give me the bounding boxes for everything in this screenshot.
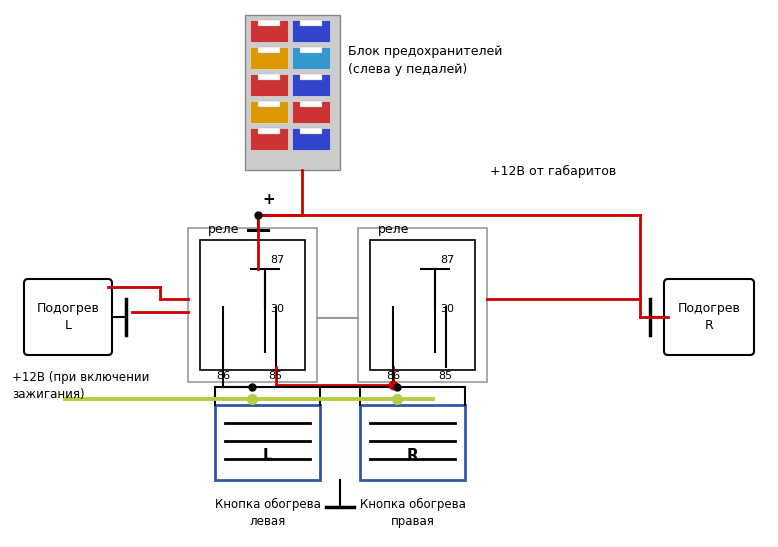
- Bar: [258, 128, 280, 134]
- Text: +12В от габаритов: +12В от габаритов: [490, 165, 616, 178]
- Bar: [245, 15, 340, 170]
- FancyBboxPatch shape: [24, 279, 112, 355]
- Bar: [215, 405, 320, 480]
- Text: 85: 85: [439, 371, 453, 381]
- Text: R: R: [407, 449, 419, 463]
- Bar: [292, 20, 330, 42]
- Text: Подогрев
R: Подогрев R: [678, 302, 741, 332]
- Bar: [360, 405, 465, 480]
- Text: +: +: [263, 192, 275, 207]
- FancyBboxPatch shape: [664, 279, 754, 355]
- Text: 85: 85: [268, 371, 282, 381]
- Bar: [292, 101, 330, 123]
- Text: реле: реле: [208, 223, 240, 236]
- Bar: [300, 101, 322, 107]
- Bar: [188, 228, 317, 382]
- Text: Кнопка обогрева
правая: Кнопка обогрева правая: [359, 498, 465, 528]
- Bar: [250, 128, 288, 150]
- Bar: [300, 128, 322, 134]
- Bar: [250, 74, 288, 96]
- Bar: [250, 101, 288, 123]
- Text: 87: 87: [270, 254, 284, 265]
- Bar: [300, 74, 322, 80]
- Bar: [292, 128, 330, 150]
- Text: 86: 86: [216, 371, 230, 381]
- Bar: [200, 240, 305, 370]
- Bar: [250, 47, 288, 69]
- Text: 30: 30: [440, 305, 454, 315]
- Bar: [258, 47, 280, 53]
- Text: Подогрев
L: Подогрев L: [37, 302, 100, 332]
- Bar: [250, 20, 288, 42]
- Text: реле: реле: [378, 223, 409, 236]
- Bar: [258, 74, 280, 80]
- Text: +12В (при включении
зажигания): +12В (при включении зажигания): [12, 371, 149, 401]
- Text: 86: 86: [386, 371, 400, 381]
- Bar: [300, 47, 322, 53]
- Bar: [370, 240, 475, 370]
- Bar: [258, 101, 280, 107]
- Text: Блок предохранителей
(слева у педалей): Блок предохранителей (слева у педалей): [348, 45, 503, 76]
- Bar: [358, 228, 487, 382]
- Bar: [258, 20, 280, 26]
- Bar: [300, 20, 322, 26]
- Text: L: L: [263, 449, 272, 463]
- Text: Кнопка обогрева
левая: Кнопка обогрева левая: [215, 498, 321, 528]
- Text: 87: 87: [440, 254, 454, 265]
- Bar: [292, 47, 330, 69]
- Text: 30: 30: [270, 305, 284, 315]
- Bar: [292, 74, 330, 96]
